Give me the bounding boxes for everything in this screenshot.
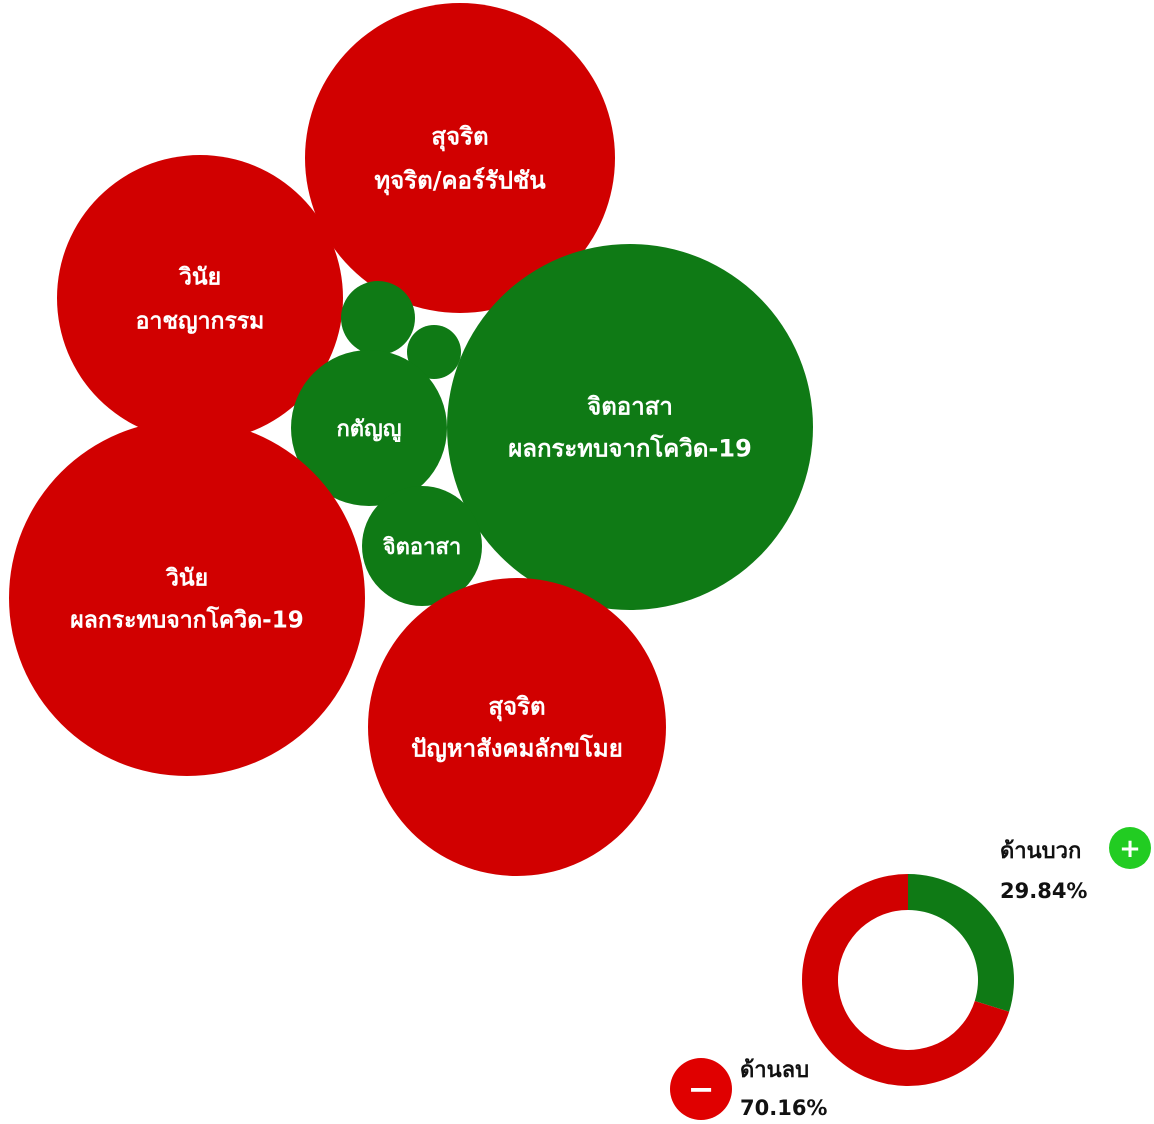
bubble-label: สุจริต: [431, 123, 488, 153]
donut-legend: + ด้านบวก 29.84% − ด้านลบ 70.16%: [670, 827, 1151, 1120]
bubble-circle: [341, 281, 415, 355]
bubble-circle: [305, 3, 615, 313]
bubble-label: ผลกระทบจากโควิด-19: [508, 434, 752, 463]
bubble-label: วินัย: [178, 264, 221, 290]
bubble-label: ผลกระทบจากโควิด-19: [70, 605, 303, 633]
legend-negative-percent: 70.16%: [740, 1096, 827, 1120]
legend-negative: − ด้านลบ 70.16%: [670, 1058, 827, 1120]
bubble-circle: [362, 486, 482, 606]
bubble-label: วินัย: [165, 565, 208, 591]
bubble-positive: [341, 281, 415, 355]
bubble-circle: [291, 350, 447, 506]
bubble-label: สุจริต: [488, 693, 545, 723]
bubble-label: จิตอาสา: [383, 535, 462, 560]
bubble-label: ทุจริต/คอร์รัปชัน: [374, 167, 546, 197]
donut-chart: [802, 874, 1014, 1086]
bubble-circle: [368, 578, 666, 876]
bubble-circle: [447, 244, 813, 610]
legend-negative-label: ด้านลบ: [740, 1058, 809, 1083]
bubble-group: สุจริตทุจริต/คอร์รัปชันวินัยอาชญากรรมกตั…: [9, 3, 813, 876]
bubble-circle: [407, 325, 461, 379]
legend-positive: + ด้านบวก 29.84%: [1000, 827, 1151, 903]
bubble-circle: [9, 420, 365, 776]
bubble-circle: [57, 155, 343, 441]
bubble-positive: กตัญญู: [291, 350, 447, 506]
bubble-label: จิตอาสา: [587, 393, 673, 421]
plus-icon: [1109, 827, 1151, 869]
donut-slice-negative: [802, 874, 1010, 1086]
bubble-positive: [407, 325, 461, 379]
bubble-negative: สุจริตปัญหาสังคมลักขโมย: [368, 578, 666, 876]
bubble-positive: จิตอาสา: [362, 486, 482, 606]
legend-positive-label: ด้านบวก: [1000, 839, 1081, 864]
minus-sign: −: [688, 1070, 715, 1108]
bubble-negative: สุจริตทุจริต/คอร์รัปชัน: [305, 3, 615, 313]
bubble-label: กตัญญู: [336, 417, 401, 443]
bubble-label: ปัญหาสังคมลักขโมย: [411, 734, 623, 763]
bubble-label: อาชญากรรม: [136, 308, 265, 334]
minus-icon: [670, 1058, 732, 1120]
plus-sign: +: [1119, 834, 1141, 864]
legend-positive-percent: 29.84%: [1000, 879, 1087, 903]
donut-slice-positive: [908, 874, 1014, 1012]
